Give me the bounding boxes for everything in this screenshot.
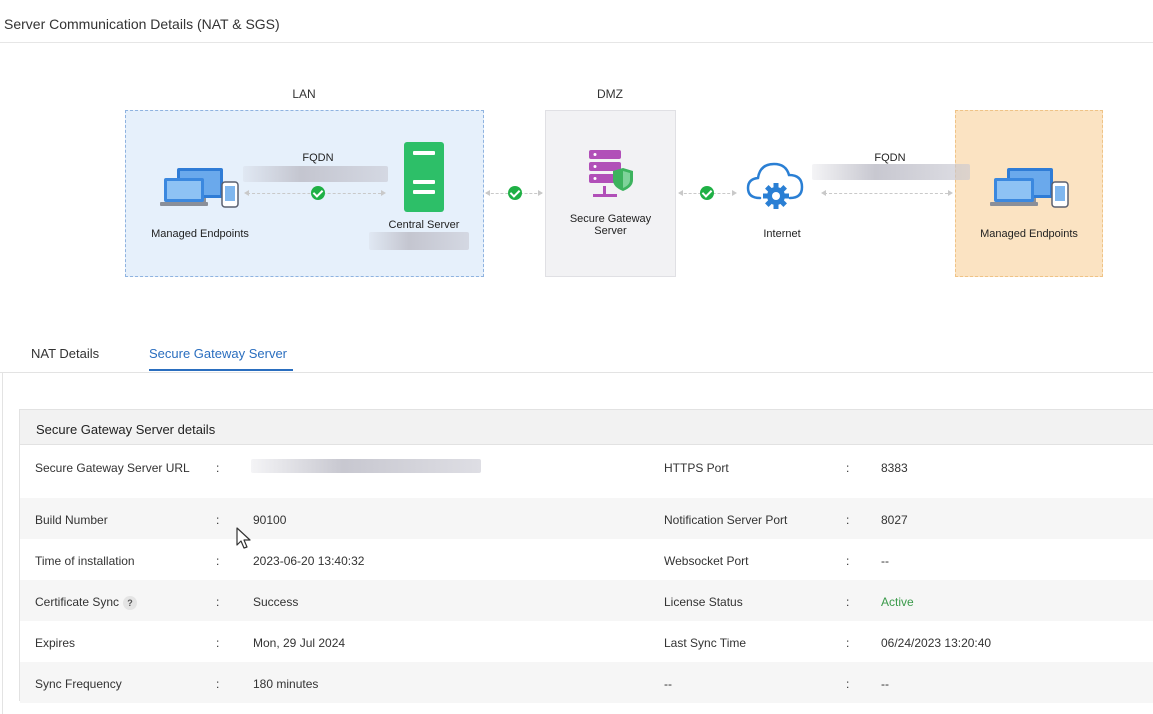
tab-nat-details[interactable]: NAT Details — [31, 346, 100, 361]
arrow-right-icon — [381, 190, 386, 196]
arrow-right-icon — [538, 190, 543, 196]
field-separator: : — [846, 677, 850, 691]
lan-endpoints-label: Managed Endpoints — [151, 228, 249, 240]
field-separator: : — [216, 677, 220, 691]
field-value: -- — [881, 677, 889, 691]
redacted-server-address — [369, 232, 469, 250]
field-value: 180 minutes — [253, 677, 319, 691]
arrow-left-icon — [678, 190, 683, 196]
dmz-zone — [545, 110, 676, 277]
arrow-left-icon — [244, 190, 249, 196]
page-title: Server Communication Details (NAT & SGS) — [4, 16, 280, 32]
cloud-gear-icon — [746, 162, 804, 209]
redacted-fqdn — [812, 164, 970, 180]
connection-line — [824, 193, 948, 194]
field-label: Build Number — [35, 513, 108, 527]
check-circle-icon — [508, 186, 522, 200]
gateway-shield-icon — [589, 150, 633, 197]
field-label: Secure Gateway Server URL — [35, 461, 190, 475]
help-icon[interactable]: ? — [123, 595, 138, 610]
laptop-monitor-icon — [990, 168, 1069, 208]
field-label: Sync Frequency — [35, 677, 122, 691]
field-separator: : — [846, 595, 850, 609]
field-value: -- — [881, 554, 889, 568]
field-label: License Status — [664, 595, 743, 609]
field-label: Time of installation — [35, 554, 135, 568]
field-label: HTTPS Port — [664, 461, 729, 475]
remote-endpoints-label: Managed Endpoints — [980, 228, 1078, 240]
field-separator: : — [846, 461, 850, 475]
tab-secure-gateway-server[interactable]: Secure Gateway Server — [149, 346, 288, 361]
field-value: 90100 — [253, 513, 287, 527]
fqdn-internet-label: FQDN — [874, 152, 906, 164]
secure-gateway-label: Secure Gateway Server — [569, 213, 652, 237]
field-value: 8027 — [881, 513, 908, 527]
field-label: Last Sync Time — [664, 636, 747, 650]
field-value: 2023-06-20 13:40:32 — [253, 554, 365, 568]
field-label-text: Certificate Sync — [35, 595, 120, 609]
field-separator: : — [846, 513, 850, 527]
field-separator: : — [216, 595, 220, 609]
field-value: Mon, 29 Jul 2024 — [253, 636, 346, 650]
field-label: Expires — [35, 636, 76, 650]
field-label: -- — [664, 677, 672, 691]
field-label: Notification Server Port — [664, 513, 788, 527]
fqdn-lan-label: FQDN — [302, 152, 334, 164]
server-icon — [404, 142, 444, 212]
internet-label: Internet — [763, 228, 801, 240]
table-row: Time of installation : 2023-06-20 13:40:… — [20, 539, 1153, 580]
field-separator: : — [216, 461, 220, 475]
field-separator: : — [216, 513, 220, 527]
arrow-right-icon — [948, 190, 953, 196]
arrow-left-icon — [485, 190, 490, 196]
field-separator: : — [216, 554, 220, 568]
table-row: Build Number : 90100 Notification Server… — [20, 498, 1153, 539]
license-status-value: Active — [881, 595, 914, 609]
active-tab-indicator — [149, 369, 293, 371]
field-separator: : — [216, 636, 220, 650]
check-circle-icon — [700, 186, 714, 200]
arrow-right-icon — [732, 190, 737, 196]
field-label: Certificate Sync? — [35, 595, 195, 610]
tab-bar: NAT Details Secure Gateway Server — [0, 334, 1153, 373]
redacted-fqdn — [243, 166, 388, 182]
title-divider — [0, 42, 1153, 43]
field-value: 8383 — [881, 461, 908, 475]
table-row: Sync Frequency : 180 minutes -- : -- — [20, 662, 1153, 703]
zone-label-dmz: DMZ — [597, 87, 623, 101]
laptop-monitor-icon — [160, 168, 239, 208]
details-panel: Secure Gateway Server details Secure Gat… — [19, 409, 1153, 703]
field-value: 06/24/2023 13:20:40 — [881, 636, 992, 650]
field-value: Success — [253, 595, 299, 609]
field-label: Websocket Port — [664, 554, 749, 568]
table-row: Secure Gateway Server URL : HTTPS Port :… — [20, 445, 1153, 498]
redacted-url — [251, 459, 481, 473]
details-heading: Secure Gateway Server details — [20, 410, 1153, 445]
zone-label-lan: LAN — [292, 87, 316, 101]
central-server-label: Central Server — [388, 219, 460, 231]
table-row: Expires : Mon, 29 Jul 2024 Last Sync Tim… — [20, 621, 1153, 662]
arrow-left-icon — [821, 190, 826, 196]
check-circle-icon — [311, 186, 325, 200]
content-border — [2, 373, 3, 714]
mouse-cursor-icon — [236, 527, 251, 549]
tabs-divider — [0, 372, 1153, 373]
field-separator: : — [846, 554, 850, 568]
field-separator: : — [846, 636, 850, 650]
table-row: Certificate Sync? : Success License Stat… — [20, 580, 1153, 621]
